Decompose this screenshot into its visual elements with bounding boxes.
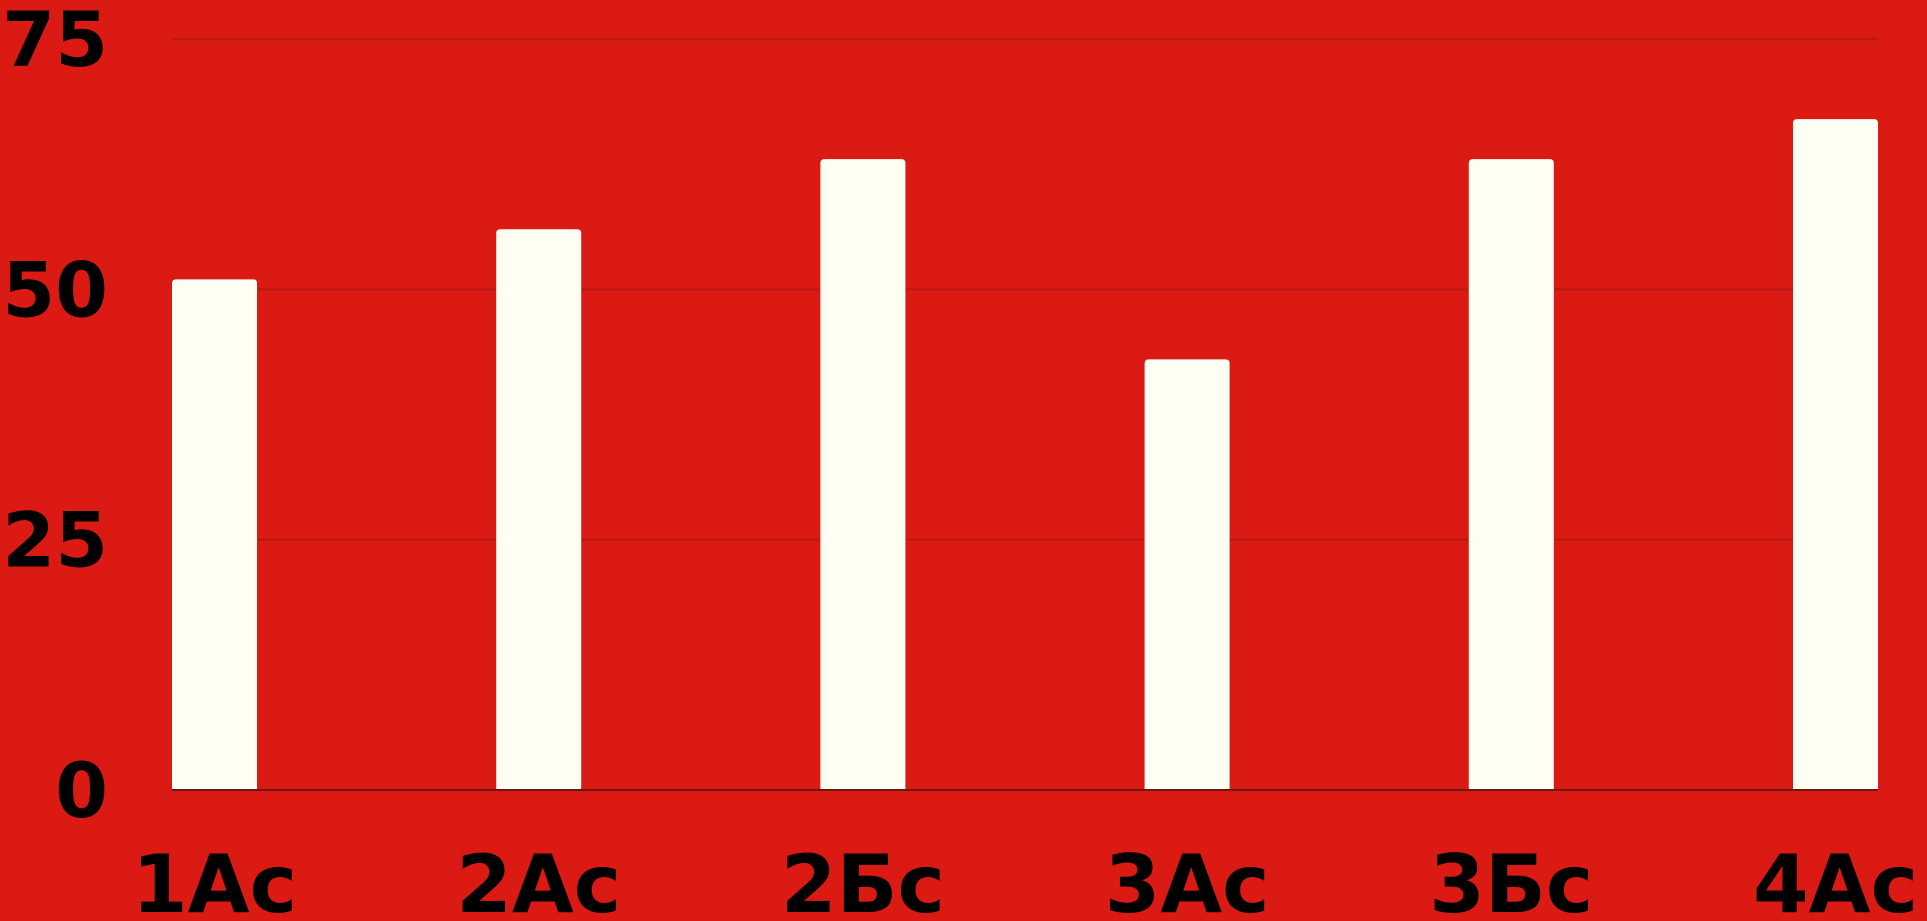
bar-4 [1144,359,1230,790]
x-category-label: 1Ас [132,838,297,921]
x-category-label: 4Ас [1753,838,1918,921]
x-category-label: 3Бс [1429,838,1593,921]
bar-1 [172,279,257,790]
x-axis-labels: 1Ас 2Ас 2Бс 3Ас 3Бс 4Ас [132,838,1918,921]
x-category-label: 3Ас [1105,838,1270,921]
y-axis-ticks: 0 25 50 75 [2,0,108,835]
bar-6 [1793,119,1878,790]
bars [172,119,1878,791]
y-tick-label: 25 [2,496,108,585]
y-tick-label: 75 [2,0,108,84]
x-category-label: 2Бс [781,838,945,921]
x-category-label: 2Ас [456,838,621,921]
gridlines [172,38,1878,541]
bar-2 [496,229,582,791]
bar-5 [1468,159,1554,790]
bar-3 [820,159,906,790]
y-tick-label: 50 [2,245,108,334]
y-tick-label: 0 [55,746,108,835]
